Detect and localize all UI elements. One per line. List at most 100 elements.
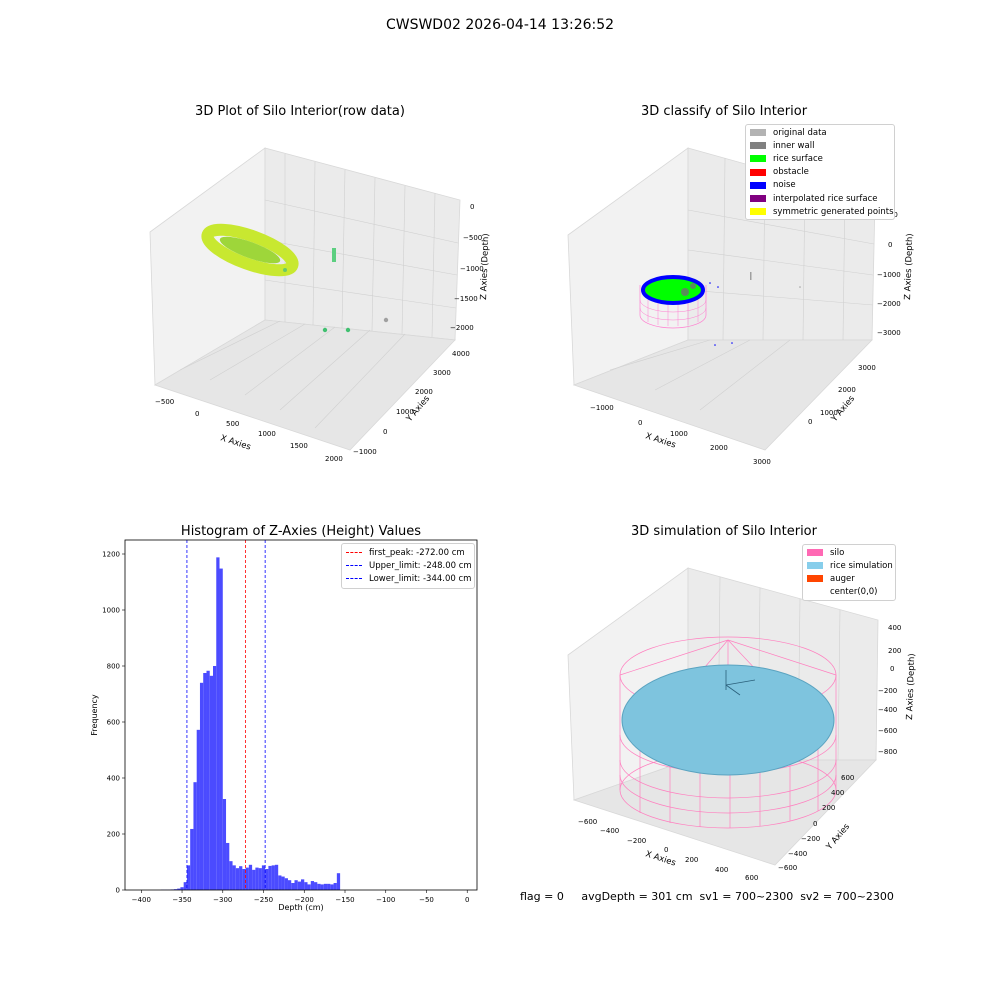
legend-swatch bbox=[750, 208, 766, 216]
x-tick-label: −250 bbox=[254, 896, 273, 904]
legend-swatch bbox=[807, 562, 823, 570]
histogram-bar bbox=[278, 875, 282, 890]
histogram-bar bbox=[336, 873, 341, 890]
rice-simulation-surface bbox=[621, 664, 835, 776]
raw-ytick: 4000 bbox=[452, 350, 470, 358]
simulation-xlabel: X Axies bbox=[644, 849, 677, 868]
histogram-bar bbox=[229, 861, 233, 890]
simulation-ztick: −200 bbox=[878, 687, 897, 695]
raw-3d-plot: −500 0 500 1000 1500 2000 −1000 0 1000 2… bbox=[149, 147, 491, 463]
histogram-bar bbox=[330, 884, 334, 890]
histogram-bar bbox=[242, 869, 246, 890]
raw-ztick: 0 bbox=[470, 203, 474, 211]
classify-xtick: 1000 bbox=[670, 430, 688, 438]
classify-pane-floor bbox=[572, 339, 873, 451]
histogram-bar bbox=[226, 842, 230, 890]
simulation-xtick: −600 bbox=[578, 818, 597, 826]
histogram-bar bbox=[307, 884, 311, 890]
raw-xtick: 500 bbox=[226, 420, 239, 428]
classify-legend: original data inner wall rice surface ob… bbox=[745, 124, 895, 221]
simulation-ytick: 600 bbox=[841, 774, 854, 782]
y-tick-label: 1000 bbox=[102, 607, 120, 615]
histogram-legend: first_peak: -272.00 cm Upper_limit: -248… bbox=[341, 543, 475, 589]
histogram-bar bbox=[196, 729, 200, 890]
histogram-reference-lines bbox=[186, 540, 266, 890]
raw-xtick: 1500 bbox=[290, 442, 308, 450]
histogram-frame bbox=[124, 539, 478, 891]
simulation-ylabel: Y Axies bbox=[824, 822, 852, 853]
y-tick-label: 600 bbox=[107, 719, 120, 727]
histogram-chart: −400 −350 −300 −250 −200 −150 −100 −50 0 0 200 400… bbox=[90, 539, 478, 912]
simulation-3d-plot: −600 −400 −200 0 200 400 600 −600 −400 −… bbox=[567, 567, 917, 882]
legend-item: rice simulation bbox=[803, 559, 895, 572]
histogram-bar bbox=[248, 864, 253, 890]
legend-item: rice surface bbox=[746, 152, 894, 165]
simulation-ytick: −200 bbox=[801, 835, 820, 843]
classify-zlabel: Z Axies (Depth) bbox=[903, 233, 915, 300]
histogram-bar bbox=[284, 878, 288, 890]
legend-swatch bbox=[807, 589, 823, 596]
x-tick-label: −400 bbox=[132, 896, 151, 904]
raw-xtick: 2000 bbox=[325, 455, 343, 463]
histogram-title: Histogram of Z-Axies (Height) Values bbox=[180, 524, 422, 539]
classify-xtick: 3000 bbox=[753, 458, 771, 466]
legend-item: inner wall bbox=[746, 139, 894, 152]
simulation-xtick: −200 bbox=[627, 837, 646, 845]
y-tick-label: 200 bbox=[107, 831, 120, 839]
histogram-bar bbox=[258, 868, 262, 890]
histogram-bar bbox=[180, 887, 184, 890]
histogram-bar bbox=[317, 883, 321, 890]
auger bbox=[725, 670, 756, 696]
legend-item: symmetric generated points bbox=[746, 205, 894, 218]
raw-pane-floor bbox=[154, 319, 456, 451]
simulation-ytick: 400 bbox=[831, 789, 844, 797]
histogram-bar bbox=[183, 882, 187, 890]
legend-swatch bbox=[750, 129, 766, 137]
classify-ytick: 3000 bbox=[858, 364, 876, 372]
classify-ztick: −2000 bbox=[877, 300, 901, 308]
simulation-ztick: 400 bbox=[888, 624, 901, 632]
legend-item: Upper_limit: -248.00 cm bbox=[342, 559, 474, 572]
raw-ztick: −2000 bbox=[450, 324, 474, 332]
simulation-ztick: −600 bbox=[878, 727, 897, 735]
histogram-bar bbox=[232, 865, 236, 890]
figure-title: CWSWD02 2026-04-14 13:26:52 bbox=[385, 17, 615, 33]
histogram-bar bbox=[219, 568, 223, 890]
legend-swatch bbox=[750, 181, 766, 189]
raw-ytick: −1000 bbox=[353, 448, 377, 456]
legend-swatch bbox=[346, 552, 362, 554]
raw-ztick: −1000 bbox=[460, 265, 484, 273]
raw-grid bbox=[179, 154, 459, 429]
classify-xtick: 2000 bbox=[710, 444, 728, 452]
histogram-bar bbox=[323, 883, 328, 890]
classify-plot-title: 3D classify of Silo Interior bbox=[640, 104, 808, 119]
simulation-xtick: 400 bbox=[715, 866, 728, 874]
classify-point-cloud bbox=[639, 272, 801, 346]
raw-xlabel: X Axies bbox=[219, 433, 252, 452]
classify-xtick: −1000 bbox=[590, 404, 614, 412]
raw-point-cloud bbox=[201, 223, 389, 333]
histogram-bar bbox=[327, 883, 331, 890]
histogram-bar bbox=[190, 828, 194, 890]
raw-ytick: 3000 bbox=[433, 369, 451, 377]
legend-swatch bbox=[807, 549, 823, 557]
legend-item: Lower_limit: -344.00 cm bbox=[342, 572, 474, 585]
histogram-bar bbox=[186, 865, 191, 890]
histogram-bar bbox=[209, 675, 213, 890]
legend-item: noise bbox=[746, 179, 894, 192]
histogram-bar bbox=[213, 666, 217, 890]
histogram-x-ticks: −400 −350 −300 −250 −200 −150 −100 −50 0 bbox=[132, 890, 469, 904]
raw-xtick: 1000 bbox=[258, 430, 276, 438]
status-readout: flag = 0 avgDepth = 301 cm sv1 = 700~230… bbox=[520, 890, 894, 903]
legend-swatch bbox=[750, 142, 766, 150]
raw-ytick: 2000 bbox=[415, 388, 433, 396]
raw-pane-back bbox=[264, 147, 461, 341]
x-tick-label: −100 bbox=[376, 896, 395, 904]
simulation-xtick: 600 bbox=[745, 874, 758, 882]
y-tick-label: 0 bbox=[116, 887, 120, 895]
raw-plot-title: 3D Plot of Silo Interior(row data) bbox=[195, 104, 405, 119]
y-tick-label: 1200 bbox=[102, 551, 120, 559]
histogram-xlabel: Depth (cm) bbox=[278, 903, 323, 912]
legend-swatch bbox=[750, 168, 766, 176]
simulation-plot-title: 3D simulation of Silo Interior bbox=[631, 524, 817, 539]
